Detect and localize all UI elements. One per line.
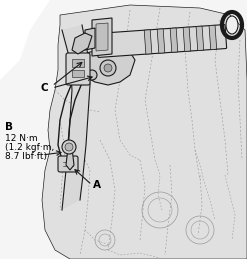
Bar [157,29,165,53]
Text: C: C [40,83,48,93]
Circle shape [104,64,112,72]
Bar [72,70,84,77]
Text: (1.2 kgf·m,: (1.2 kgf·m, [5,143,54,152]
Text: B: B [5,122,13,132]
Text: A: A [93,180,101,190]
Bar [170,28,178,52]
Bar [209,25,217,49]
FancyBboxPatch shape [66,53,90,85]
Bar [196,26,204,51]
Circle shape [87,70,97,80]
Polygon shape [62,25,90,210]
FancyBboxPatch shape [96,25,226,57]
Bar [183,27,191,51]
FancyBboxPatch shape [58,156,78,172]
Circle shape [65,143,73,151]
Polygon shape [72,33,92,54]
Polygon shape [70,50,135,85]
Text: 12 N·m: 12 N·m [5,134,38,143]
Polygon shape [92,18,112,56]
Circle shape [62,140,76,154]
Text: 8.7 lbf·ft): 8.7 lbf·ft) [5,152,47,161]
Polygon shape [96,23,108,51]
Bar [72,59,84,67]
Ellipse shape [226,16,238,34]
Bar [144,30,152,54]
Circle shape [100,60,116,76]
Polygon shape [66,148,74,170]
Polygon shape [85,28,95,50]
Polygon shape [42,5,247,259]
